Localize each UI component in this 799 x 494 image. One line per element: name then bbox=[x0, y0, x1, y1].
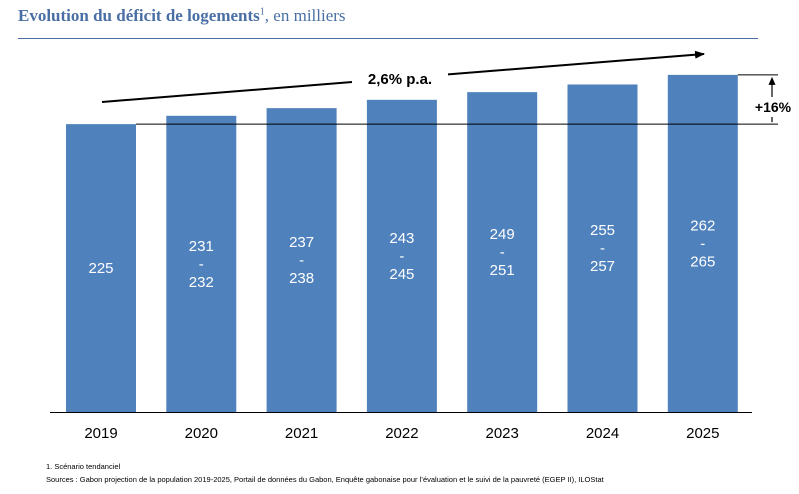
bar-2020 bbox=[166, 115, 237, 413]
bar-2023 bbox=[467, 92, 538, 412]
chart-title-footnote-mark: 1 bbox=[259, 6, 265, 18]
data-label-2019-0: 225 bbox=[88, 260, 113, 277]
change-arrow-head bbox=[768, 76, 776, 85]
x-tick-label-2025: 2025 bbox=[686, 425, 719, 442]
data-label-2022-2: 245 bbox=[389, 266, 414, 283]
data-label-2023-1: - bbox=[500, 244, 505, 261]
chart-title: Evolution du déficit de logements1, en m… bbox=[18, 6, 346, 26]
x-tick-label-2022: 2022 bbox=[385, 425, 418, 442]
data-label-2020-1: - bbox=[199, 256, 204, 273]
growth-annotation: 2,6% p.a. bbox=[368, 71, 432, 88]
data-label-2025-1: - bbox=[700, 235, 705, 252]
footnote-sources: Sources : Gabon projection de la populat… bbox=[46, 475, 604, 484]
x-tick-label-2020: 2020 bbox=[185, 425, 218, 442]
x-tick-label-2021: 2021 bbox=[285, 425, 318, 442]
data-label-2024-1: - bbox=[600, 240, 605, 257]
data-label-2020-2: 232 bbox=[189, 274, 214, 291]
data-label-2021-1: - bbox=[299, 252, 304, 269]
bar-2019 bbox=[66, 124, 136, 412]
x-tick-label-2024: 2024 bbox=[586, 425, 619, 442]
change-annotation: +16% bbox=[755, 99, 792, 115]
change-annotation-background bbox=[750, 97, 798, 117]
data-label-2021-0: 237 bbox=[289, 234, 314, 251]
data-label-2023-0: 249 bbox=[490, 226, 515, 243]
footnote-scenario: 1. Scénario tendanciel bbox=[46, 462, 121, 471]
x-tick-label-2023: 2023 bbox=[486, 425, 519, 442]
data-label-2022-0: 243 bbox=[389, 230, 414, 247]
data-label-2024-2: 257 bbox=[590, 258, 615, 275]
bar-2022 bbox=[366, 99, 437, 412]
chart-title-main: Evolution du déficit de logements bbox=[18, 6, 260, 25]
data-label-2025-2: 265 bbox=[690, 253, 715, 270]
bar-2025 bbox=[667, 74, 738, 412]
bar-2024 bbox=[567, 84, 638, 413]
growth-annotation-background bbox=[352, 66, 448, 90]
title-divider bbox=[18, 38, 758, 39]
data-label-2025-0: 262 bbox=[690, 217, 715, 234]
data-label-2022-1: - bbox=[399, 248, 404, 265]
x-tick-label-2019: 2019 bbox=[84, 425, 117, 442]
bar-2021 bbox=[266, 108, 337, 412]
data-label-2024-0: 255 bbox=[590, 222, 615, 239]
data-label-2023-2: 251 bbox=[490, 262, 515, 279]
data-label-2020-0: 231 bbox=[189, 238, 214, 255]
chart-title-unit: , en milliers bbox=[264, 6, 346, 25]
data-label-2021-2: 238 bbox=[289, 270, 314, 287]
